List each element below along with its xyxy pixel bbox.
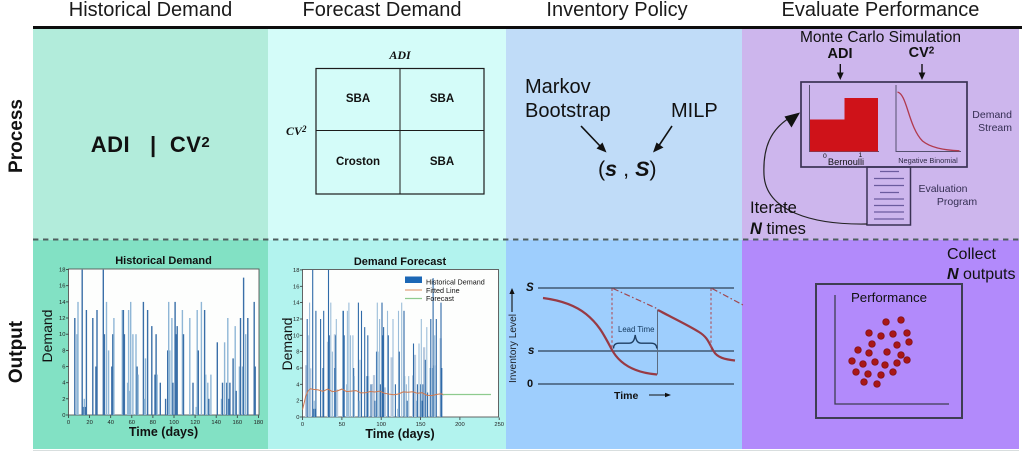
svg-text:160: 160 (232, 420, 242, 426)
svg-text:6: 6 (62, 365, 65, 371)
svg-text:100: 100 (169, 420, 179, 426)
svg-text:6: 6 (296, 366, 299, 372)
svg-text:0: 0 (62, 413, 65, 419)
svg-text:Historical Demand: Historical Demand (426, 278, 485, 287)
svg-text:16: 16 (59, 284, 65, 290)
svg-text:8: 8 (296, 350, 299, 356)
svg-text:0: 0 (67, 420, 70, 426)
svg-text:60: 60 (129, 420, 135, 426)
svg-text:140: 140 (211, 420, 221, 426)
svg-text:4: 4 (296, 382, 300, 388)
svg-text:18: 18 (59, 268, 65, 274)
svg-text:0: 0 (296, 415, 299, 421)
svg-text:120: 120 (190, 420, 200, 426)
svg-text:14: 14 (293, 301, 300, 307)
svg-text:100: 100 (376, 422, 386, 428)
svg-text:80: 80 (150, 420, 156, 426)
svg-text:40: 40 (107, 420, 113, 426)
svg-text:8: 8 (62, 348, 65, 354)
svg-text:12: 12 (293, 317, 299, 323)
svg-text:2: 2 (62, 397, 65, 403)
svg-text:20: 20 (86, 420, 92, 426)
svg-text:14: 14 (59, 300, 66, 306)
svg-text:250: 250 (494, 422, 504, 428)
svg-text:2: 2 (296, 399, 299, 405)
svg-text:180: 180 (254, 420, 264, 426)
svg-text:10: 10 (59, 332, 65, 338)
svg-text:10: 10 (293, 333, 299, 339)
svg-text:150: 150 (416, 422, 426, 428)
svg-text:Fitted Line: Fitted Line (426, 286, 460, 295)
svg-text:16: 16 (293, 284, 299, 290)
svg-text:0: 0 (301, 422, 304, 428)
svg-text:4: 4 (62, 381, 66, 387)
svg-text:12: 12 (59, 316, 65, 322)
svg-text:18: 18 (293, 268, 299, 274)
svg-text:50: 50 (339, 422, 345, 428)
svg-text:200: 200 (455, 422, 465, 428)
svg-text:Forecast: Forecast (426, 294, 454, 303)
